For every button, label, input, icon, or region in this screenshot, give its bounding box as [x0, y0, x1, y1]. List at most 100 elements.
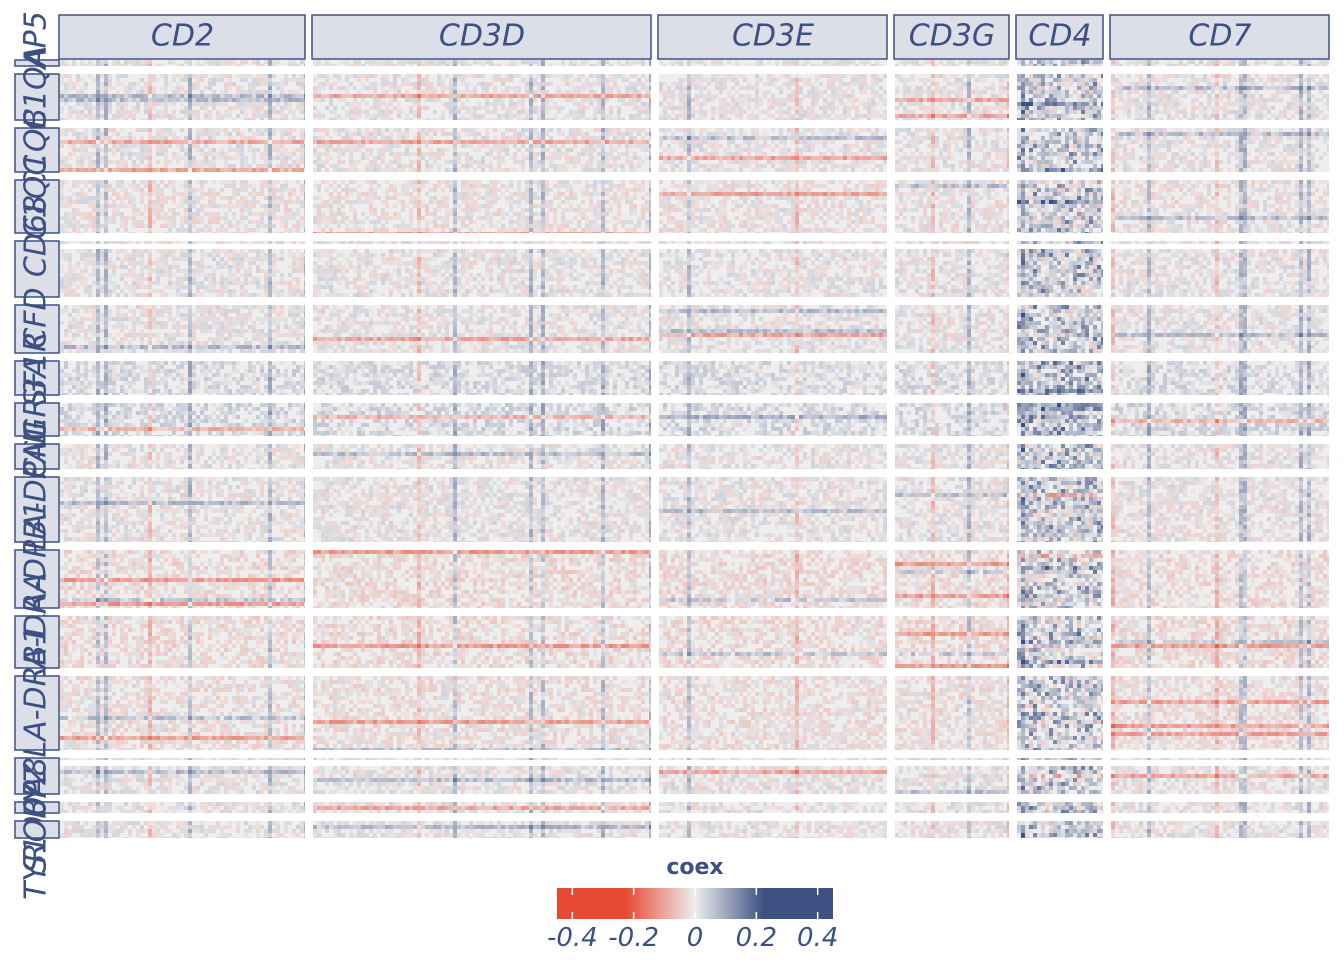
heatmap-panel	[659, 676, 887, 750]
heatmap-panel	[313, 802, 651, 813]
legend-tick-label: 0.2	[736, 923, 777, 953]
row-facet-label: CD68	[19, 195, 54, 277]
heatmap-panel	[313, 249, 651, 297]
heatmap-panel	[313, 758, 651, 760]
heatmap-panel	[60, 241, 305, 244]
heatmap-panel	[895, 676, 1009, 750]
heatmap-panel	[313, 403, 651, 436]
heatmap-panel	[895, 403, 1009, 436]
heatmap-panel	[1017, 128, 1103, 172]
heatmap-panel	[1111, 550, 1329, 608]
column-facet-strip: CD3E	[658, 15, 887, 59]
column-facet-label: CD3D	[439, 19, 525, 54]
heatmap-panel	[313, 74, 651, 120]
heatmap-panel	[1111, 361, 1329, 395]
heatmap-panel	[313, 444, 651, 469]
heatmap-panel	[659, 758, 887, 760]
heatmap-panel	[895, 821, 1009, 838]
heatmap-panel	[1111, 766, 1329, 794]
heatmap-panel	[60, 305, 305, 353]
row-facet-strip: HLA-DRB1	[15, 626, 59, 780]
heatmap-panel	[659, 616, 887, 668]
heatmap-panel	[313, 305, 651, 353]
heatmap-panel	[1017, 305, 1103, 353]
heatmap-panel	[313, 766, 651, 794]
heatmap-panel	[313, 676, 651, 750]
legend-title: coex	[666, 855, 723, 880]
heatmap-panel	[313, 128, 651, 172]
heatmap-panel	[1111, 444, 1329, 469]
heatmap-panel	[313, 616, 651, 668]
row-facet-label: HLA-DRB1	[19, 626, 54, 780]
row-facet-strip: CD68	[15, 195, 59, 297]
heatmap-panel	[659, 477, 887, 542]
heatmap-panel	[1111, 758, 1329, 760]
heatmap-panel	[1017, 550, 1103, 608]
heatmap-panel	[1111, 477, 1329, 542]
heatmap-panel	[313, 821, 651, 838]
column-facet-label: CD4	[1028, 19, 1091, 54]
heatmap-panel	[659, 550, 887, 608]
heatmap-panel	[895, 305, 1009, 353]
column-facet-strips: CD2 CD3D CD3E CD3G CD4 CD7	[59, 15, 1329, 59]
column-facet-label: CD3E	[732, 19, 814, 54]
heatmap-panel	[659, 361, 887, 395]
heatmap-panel	[895, 758, 1009, 760]
heatmap-panel	[1017, 758, 1103, 760]
heatmap-panel	[60, 249, 305, 297]
heatmap-panel	[1111, 180, 1329, 233]
heatmap-panel	[1111, 802, 1329, 813]
column-facet-strip: CD4	[1016, 15, 1103, 59]
heatmap-panel	[1017, 477, 1103, 542]
heatmap-panel	[1111, 60, 1329, 66]
heatmap-panel	[1111, 821, 1329, 838]
heatmap-panel	[659, 180, 887, 233]
heatmap-panel	[895, 766, 1009, 794]
heatmap-panel	[313, 180, 651, 233]
heatmap-panel	[659, 802, 887, 813]
row-facet-strips: AP5C1QAC1QBC1QCCD68CFDCSF1RFCGR3AFCN1HLA…	[15, 11, 59, 900]
heatmap-panel	[659, 821, 887, 838]
heatmap-panel	[1017, 180, 1103, 233]
heatmap-panel	[659, 403, 887, 436]
heatmap-panel	[895, 802, 1009, 813]
column-facet-label: CD3G	[909, 19, 995, 54]
heatmap-panel	[1017, 403, 1103, 436]
heatmap-panel	[659, 74, 887, 120]
heatmap-panel	[1111, 128, 1329, 172]
heatmap-panel	[895, 361, 1009, 395]
heatmap-panel	[60, 444, 305, 469]
heatmap-panel	[60, 361, 305, 395]
heatmap-panel	[1017, 361, 1103, 395]
heatmap-panel	[60, 74, 305, 120]
heatmap-panel	[895, 616, 1009, 668]
heatmap-panel	[313, 477, 651, 542]
heatmap-panel	[1017, 74, 1103, 120]
column-facet-strip: CD3D	[312, 15, 651, 59]
heatmap-panel	[1111, 74, 1329, 120]
heatmap-panel	[1017, 241, 1103, 244]
legend-tick-label: -0.2	[608, 923, 659, 953]
heatmap-panel	[313, 361, 651, 395]
heatmap-panel	[313, 241, 651, 244]
heatmap-panel	[60, 60, 305, 66]
heatmap-panel	[60, 477, 305, 542]
heatmap-panel	[60, 758, 305, 760]
column-facet-label: CD2	[151, 19, 214, 54]
heatmap-panel	[1017, 444, 1103, 469]
heatmap-panel	[895, 128, 1009, 172]
heatmap-panel	[1111, 616, 1329, 668]
heatmap-panel	[659, 444, 887, 469]
heatmap-panel	[1017, 766, 1103, 794]
heatmap-panel	[659, 249, 887, 297]
column-facet-strip: CD7	[1110, 15, 1329, 59]
heatmap-panel	[1017, 676, 1103, 750]
heatmap-panel	[60, 550, 305, 608]
column-facet-strip: CD3G	[894, 15, 1009, 59]
heatmap-panel	[1111, 676, 1329, 750]
legend-tick-label: 0.4	[797, 923, 838, 953]
heatmap-panel	[1017, 249, 1103, 297]
heatmap-panel	[1017, 802, 1103, 813]
heatmap-panel	[659, 241, 887, 244]
